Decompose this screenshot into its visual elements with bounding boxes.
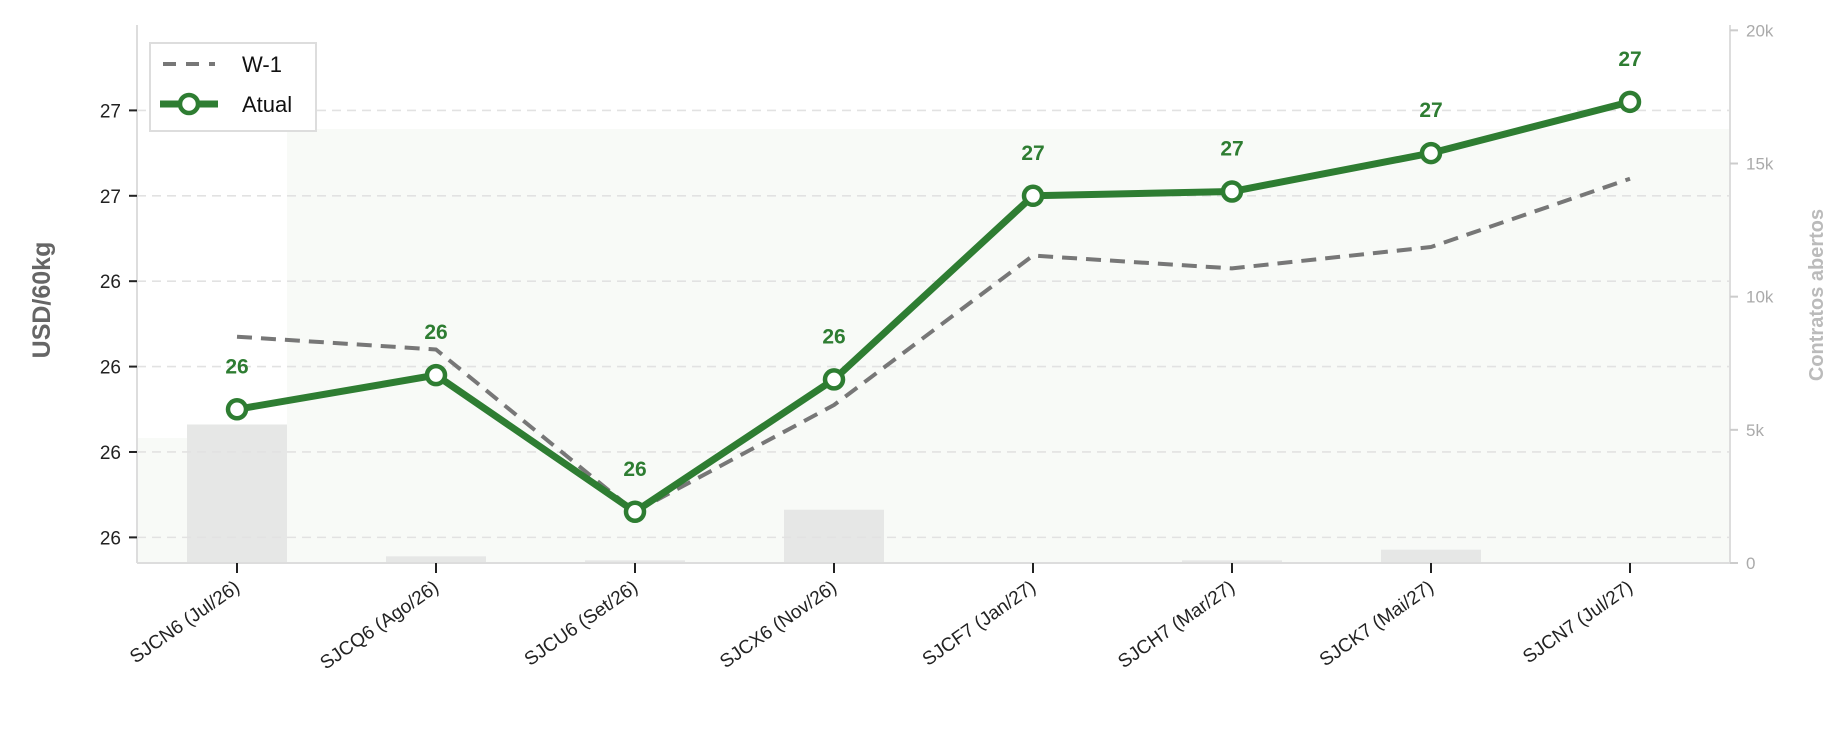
x-tick-label: SJCH7 (Mar/27) bbox=[1114, 577, 1238, 673]
y-axis-title: USD/60kg bbox=[28, 242, 56, 359]
legend-box bbox=[149, 42, 317, 132]
x-tick-label: SJCF7 (Jan/27) bbox=[919, 577, 1040, 671]
x-tick-label: SJCU6 (Set/26) bbox=[521, 577, 642, 671]
atual-data-label: 26 bbox=[424, 321, 447, 344]
legend: W-1 Atual bbox=[149, 42, 317, 132]
y-tick-label: 27 bbox=[100, 187, 121, 208]
atual-marker bbox=[822, 368, 846, 391]
y-tick-label: 26 bbox=[100, 358, 121, 379]
legend-atual-swatch-marker bbox=[177, 92, 201, 116]
atual-data-label: 26 bbox=[225, 355, 248, 378]
atual-data-label: 27 bbox=[1419, 99, 1442, 122]
atual-data-label: 26 bbox=[822, 325, 845, 348]
atual-marker bbox=[1220, 180, 1244, 203]
open-contracts-bars bbox=[187, 424, 1481, 563]
y-tick-label: 26 bbox=[100, 528, 121, 549]
y-tick-label: 26 bbox=[100, 272, 121, 293]
y2-axis-title: Contratos abertos bbox=[1806, 209, 1828, 381]
y2-tick-label: 15k bbox=[1746, 154, 1774, 173]
y2-tick-label: 0 bbox=[1746, 554, 1755, 573]
x-tick-label: SJCK7 (Mai/27) bbox=[1316, 577, 1438, 671]
open-contracts-area bbox=[137, 129, 1730, 563]
y2-tick-label: 5k bbox=[1746, 421, 1764, 440]
open-contracts-bar bbox=[1381, 549, 1481, 563]
atual-marker bbox=[424, 363, 448, 387]
legend-label: Atual bbox=[242, 92, 292, 117]
legend-label: W-1 bbox=[242, 52, 282, 77]
x-tick-label: SJCX6 (Nov/26) bbox=[716, 577, 840, 673]
open-contracts-bar bbox=[784, 509, 884, 563]
y2-tick-label: 10k bbox=[1746, 288, 1774, 307]
open-contracts-bar bbox=[1182, 560, 1282, 563]
open-contracts-bar bbox=[386, 556, 486, 563]
w1-line bbox=[236, 176, 1631, 514]
atual-marker bbox=[225, 398, 249, 421]
atual-marker bbox=[1618, 90, 1642, 114]
y2-tick-label: 20k bbox=[1746, 21, 1774, 40]
atual-data-label: 26 bbox=[623, 458, 646, 481]
atual-marker bbox=[1419, 141, 1443, 165]
atual-marker bbox=[623, 500, 647, 524]
plot-background bbox=[137, 129, 1730, 563]
x-tick-label: SJCQ6 (Ago/26) bbox=[317, 577, 443, 674]
atual-data-label: 27 bbox=[1618, 48, 1641, 71]
x-tick-label: SJCN6 (Jul/26) bbox=[126, 577, 244, 668]
y-tick-label: 26 bbox=[100, 443, 121, 464]
open-contracts-bar bbox=[187, 424, 287, 563]
open-contracts-bar bbox=[585, 560, 685, 563]
grid-lines bbox=[137, 109, 1730, 539]
atual-data-label: 27 bbox=[1021, 142, 1044, 165]
data-labels: 26 26 26 26 27 27 27 27 bbox=[225, 48, 1641, 481]
series-lines bbox=[225, 90, 1642, 524]
atual-line bbox=[233, 98, 1634, 516]
y-tick-label: 27 bbox=[100, 101, 121, 122]
atual-marker bbox=[1021, 184, 1045, 208]
x-tick-label: SJCN7 (Jul/27) bbox=[1519, 577, 1637, 668]
atual-data-label: 27 bbox=[1220, 138, 1243, 161]
